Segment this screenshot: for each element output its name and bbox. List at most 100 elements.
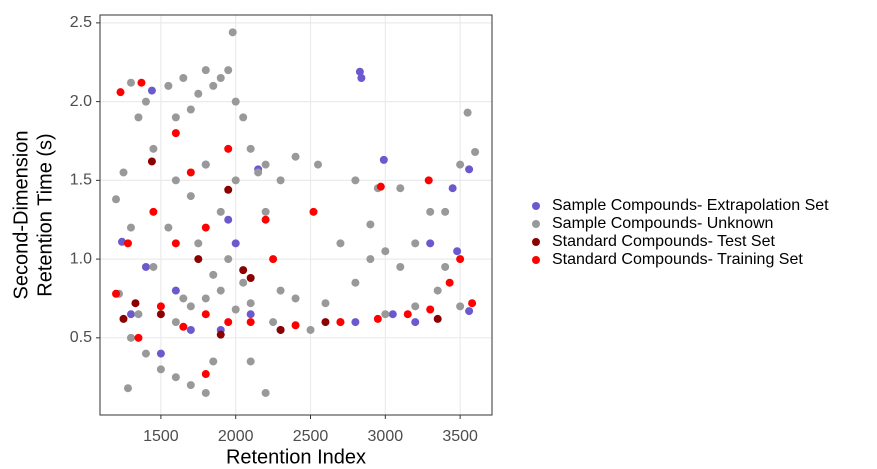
point bbox=[357, 73, 366, 82]
legend-label: Sample Compounds- Unknown bbox=[552, 215, 773, 232]
point bbox=[321, 318, 330, 327]
point bbox=[112, 195, 121, 204]
point bbox=[134, 333, 143, 342]
point bbox=[336, 239, 345, 248]
grid bbox=[100, 15, 492, 415]
point bbox=[116, 88, 125, 97]
point bbox=[456, 302, 465, 311]
point bbox=[246, 357, 255, 366]
legend: Sample Compounds- Extrapolation SetSampl… bbox=[532, 197, 829, 268]
panel bbox=[100, 15, 492, 415]
point bbox=[403, 310, 412, 319]
point bbox=[445, 278, 454, 287]
point bbox=[239, 266, 248, 275]
x-tick-label: 2000 bbox=[218, 428, 254, 445]
legend-marker bbox=[532, 202, 540, 210]
y-tick-label: 2.5 bbox=[70, 14, 92, 31]
point bbox=[269, 255, 278, 264]
point bbox=[426, 239, 435, 248]
point bbox=[471, 148, 480, 157]
points bbox=[112, 28, 480, 397]
point bbox=[246, 144, 255, 153]
point bbox=[194, 239, 203, 248]
point bbox=[201, 310, 210, 319]
point bbox=[216, 286, 225, 295]
point bbox=[134, 113, 143, 122]
point bbox=[321, 299, 330, 308]
point bbox=[228, 28, 237, 37]
point bbox=[156, 349, 165, 358]
point bbox=[351, 318, 360, 327]
point bbox=[156, 310, 165, 319]
legend-marker bbox=[532, 238, 540, 246]
point bbox=[441, 207, 450, 216]
point bbox=[291, 152, 300, 161]
point bbox=[171, 176, 180, 185]
point bbox=[269, 318, 278, 327]
point bbox=[246, 310, 255, 319]
x-tick-label: 1500 bbox=[143, 428, 179, 445]
point bbox=[171, 286, 180, 295]
point bbox=[131, 299, 140, 308]
point bbox=[141, 349, 150, 358]
point bbox=[224, 255, 233, 264]
point bbox=[246, 318, 255, 327]
point bbox=[224, 144, 233, 153]
y-tick-label: 1.5 bbox=[70, 172, 92, 189]
point bbox=[209, 357, 218, 366]
legend-label: Standard Compounds- Test Set bbox=[552, 233, 776, 250]
point bbox=[254, 168, 263, 177]
point bbox=[224, 66, 233, 75]
point bbox=[465, 307, 474, 316]
point bbox=[171, 129, 180, 138]
point bbox=[224, 318, 233, 327]
point bbox=[216, 330, 225, 339]
point bbox=[119, 168, 128, 177]
point bbox=[147, 86, 156, 95]
point bbox=[117, 237, 126, 246]
point bbox=[309, 207, 318, 216]
point bbox=[376, 182, 385, 191]
point bbox=[141, 262, 150, 271]
point bbox=[239, 113, 248, 122]
point bbox=[194, 255, 203, 264]
point bbox=[366, 220, 375, 229]
point bbox=[194, 89, 203, 98]
point bbox=[448, 184, 457, 193]
point bbox=[179, 322, 188, 331]
point bbox=[463, 108, 472, 117]
point bbox=[373, 314, 382, 323]
point bbox=[147, 157, 156, 166]
y-tick-label: 2.0 bbox=[70, 93, 92, 110]
point bbox=[179, 73, 188, 82]
point bbox=[456, 255, 465, 264]
point bbox=[453, 247, 462, 256]
panel-border bbox=[99, 14, 493, 416]
point bbox=[201, 294, 210, 303]
point bbox=[112, 289, 121, 298]
x-tick-label: 3000 bbox=[368, 428, 404, 445]
point bbox=[164, 223, 173, 232]
point bbox=[201, 370, 210, 379]
point bbox=[186, 381, 195, 390]
point bbox=[123, 239, 132, 248]
point bbox=[209, 270, 218, 279]
point bbox=[424, 176, 433, 185]
point bbox=[119, 314, 128, 323]
point bbox=[336, 318, 345, 327]
point bbox=[261, 160, 270, 169]
point bbox=[216, 207, 225, 216]
point bbox=[246, 273, 255, 282]
point bbox=[381, 310, 390, 319]
point bbox=[246, 299, 255, 308]
point bbox=[201, 223, 210, 232]
point bbox=[231, 176, 240, 185]
point bbox=[261, 388, 270, 397]
point bbox=[379, 155, 388, 164]
point bbox=[134, 310, 143, 319]
point bbox=[261, 215, 270, 224]
point bbox=[396, 262, 405, 271]
point bbox=[156, 365, 165, 374]
point bbox=[396, 184, 405, 193]
point bbox=[126, 78, 135, 87]
